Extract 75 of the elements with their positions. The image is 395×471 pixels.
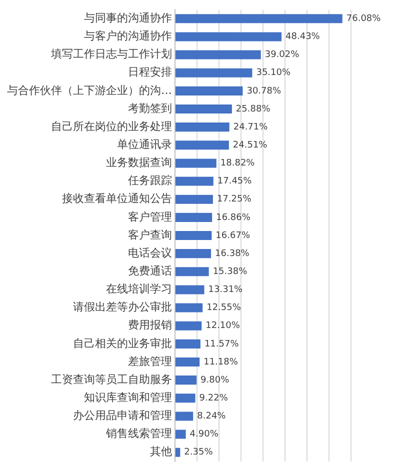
bar — [176, 267, 209, 276]
y-tick-label: 免费通话 — [128, 264, 172, 278]
data-label: 35.10% — [256, 68, 291, 78]
bar — [176, 86, 243, 96]
bar — [176, 194, 213, 204]
data-label: 17.25% — [216, 194, 252, 205]
data-label: 15.38% — [212, 266, 248, 277]
y-tick-label: 销售线索管理 — [105, 427, 172, 440]
bar — [176, 430, 186, 439]
y-tick-label: 考勤签到 — [128, 102, 172, 115]
data-label: 17.45% — [217, 176, 252, 187]
data-label: 25.88% — [236, 104, 271, 114]
bar — [176, 212, 212, 222]
data-label: 39.02% — [264, 50, 300, 60]
data-label: 13.31% — [208, 285, 244, 296]
bar — [176, 357, 200, 367]
bar — [176, 249, 212, 258]
bar — [176, 176, 214, 186]
y-tick-label: 填写工作日志与工作计划 — [50, 48, 172, 61]
data-label: 11.18% — [204, 357, 238, 368]
bar — [176, 32, 282, 42]
data-label: 18.82% — [220, 158, 256, 169]
data-label: 12.55% — [206, 303, 242, 314]
bar — [176, 376, 197, 385]
y-tick-label: 客户管理 — [128, 210, 172, 224]
bar — [176, 68, 252, 78]
y-tick-label: 与客户的沟通协作 — [84, 30, 172, 43]
y-tick-label: 电话会议 — [128, 246, 172, 260]
data-label: 4.90% — [190, 430, 219, 440]
bar — [176, 339, 200, 348]
bar — [176, 321, 202, 330]
data-label: 9.80% — [200, 375, 230, 386]
data-label: 8.24% — [197, 412, 226, 422]
y-tick-label: 其他 — [150, 445, 172, 458]
data-label: 24.51% — [232, 140, 268, 150]
y-tick-label: 与合作伙伴（上下游企业）的沟… — [7, 84, 172, 97]
bar — [176, 448, 180, 457]
bar — [176, 122, 230, 132]
y-tick-label: 知识库查询和管理 — [84, 391, 172, 404]
y-tick-label: 自己相关的业务审批 — [73, 336, 172, 350]
bar — [176, 412, 194, 421]
data-label: 9.22% — [199, 393, 228, 404]
bar — [176, 104, 232, 114]
y-tick-label: 任务跟踪 — [127, 174, 172, 188]
data-label: 11.57% — [204, 339, 240, 350]
y-tick-label: 日程安排 — [128, 66, 172, 79]
bar — [176, 140, 229, 150]
data-label: 30.78% — [246, 86, 282, 96]
data-label: 16.86% — [216, 212, 251, 223]
bar — [176, 14, 342, 24]
y-tick-label: 接收查看单位通知公告 — [62, 192, 172, 206]
data-label: 24.71% — [233, 122, 268, 132]
data-label: 76.08% — [346, 14, 382, 24]
y-tick-label: 差旅管理 — [128, 354, 172, 368]
y-tick-label: 办公用品申请和管理 — [73, 409, 172, 422]
bar — [176, 158, 216, 168]
y-tick-label: 工资查询等员工自助服务 — [51, 372, 172, 386]
y-tick-label: 与同事的沟通协作 — [84, 11, 172, 24]
bar — [176, 285, 204, 294]
y-tick-label: 在线培训学习 — [106, 282, 172, 296]
y-tick-label: 业务数据查询 — [106, 156, 172, 170]
data-label: 16.38% — [215, 248, 250, 259]
data-label: 12.10% — [206, 321, 240, 332]
bar — [176, 303, 203, 312]
bar — [176, 394, 196, 403]
data-label: 2.35% — [184, 448, 214, 458]
data-label: 16.67% — [216, 230, 250, 241]
data-label: 48.43% — [286, 32, 320, 42]
bar — [176, 230, 212, 240]
y-tick-label: 请假出差等办公审批 — [73, 300, 172, 314]
y-tick-label: 单位通讯录 — [117, 138, 172, 151]
y-tick-label: 客户查询 — [128, 228, 172, 242]
y-tick-label: 自己所在岗位的业务处理 — [51, 120, 172, 133]
y-tick-label: 费用报销 — [128, 318, 172, 332]
bar — [176, 50, 261, 60]
